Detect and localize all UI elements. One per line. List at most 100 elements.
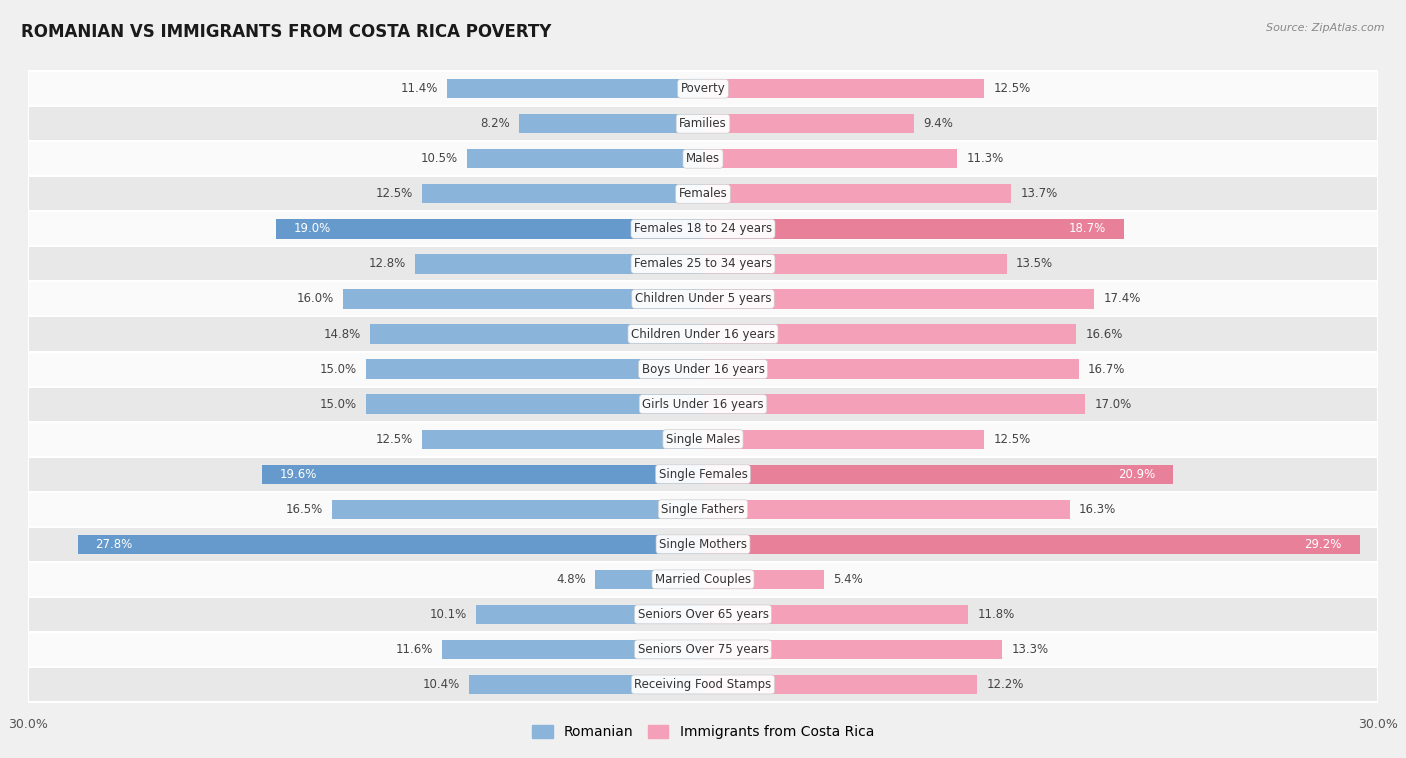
Text: 10.1%: 10.1%	[430, 608, 467, 621]
Bar	[703, 79, 984, 99]
Text: 20.9%: 20.9%	[1118, 468, 1156, 481]
Bar	[475, 605, 703, 624]
Bar	[703, 254, 1007, 274]
Text: 16.5%: 16.5%	[285, 503, 323, 515]
Text: Children Under 16 years: Children Under 16 years	[631, 327, 775, 340]
Text: 16.7%: 16.7%	[1088, 362, 1125, 375]
Bar	[77, 534, 703, 554]
Text: ROMANIAN VS IMMIGRANTS FROM COSTA RICA POVERTY: ROMANIAN VS IMMIGRANTS FROM COSTA RICA P…	[21, 23, 551, 41]
Text: Seniors Over 65 years: Seniors Over 65 years	[637, 608, 769, 621]
Bar	[470, 675, 703, 694]
Bar	[343, 290, 703, 309]
Text: 10.4%: 10.4%	[423, 678, 460, 691]
Bar	[703, 324, 1077, 343]
Text: 8.2%: 8.2%	[479, 117, 509, 130]
Text: Single Fathers: Single Fathers	[661, 503, 745, 515]
Text: Females: Females	[679, 187, 727, 200]
Text: Boys Under 16 years: Boys Under 16 years	[641, 362, 765, 375]
Bar	[28, 281, 1378, 317]
Bar	[28, 141, 1378, 177]
Text: 19.6%: 19.6%	[280, 468, 318, 481]
Bar	[28, 667, 1378, 702]
Text: Families: Families	[679, 117, 727, 130]
Text: 12.5%: 12.5%	[993, 433, 1031, 446]
Text: 13.7%: 13.7%	[1021, 187, 1057, 200]
Bar	[703, 114, 914, 133]
Text: 12.8%: 12.8%	[368, 258, 406, 271]
Text: 13.5%: 13.5%	[1015, 258, 1053, 271]
Bar	[28, 352, 1378, 387]
Text: Females 18 to 24 years: Females 18 to 24 years	[634, 222, 772, 236]
Bar	[703, 534, 1360, 554]
Text: 17.0%: 17.0%	[1094, 398, 1132, 411]
Text: Single Females: Single Females	[658, 468, 748, 481]
Text: 9.4%: 9.4%	[924, 117, 953, 130]
Text: 12.2%: 12.2%	[987, 678, 1024, 691]
Text: 11.8%: 11.8%	[977, 608, 1015, 621]
Bar	[28, 106, 1378, 141]
Bar	[332, 500, 703, 519]
Bar	[703, 430, 984, 449]
Text: 10.5%: 10.5%	[420, 152, 458, 165]
Text: 15.0%: 15.0%	[319, 362, 357, 375]
Bar	[703, 500, 1070, 519]
Bar	[703, 219, 1123, 239]
Bar	[28, 177, 1378, 211]
Text: 14.8%: 14.8%	[323, 327, 361, 340]
Text: Source: ZipAtlas.com: Source: ZipAtlas.com	[1267, 23, 1385, 33]
Bar	[28, 492, 1378, 527]
Bar	[703, 149, 957, 168]
Text: Seniors Over 75 years: Seniors Over 75 years	[637, 643, 769, 656]
Bar	[366, 394, 703, 414]
Text: Females 25 to 34 years: Females 25 to 34 years	[634, 258, 772, 271]
Text: 13.3%: 13.3%	[1011, 643, 1049, 656]
Bar	[28, 562, 1378, 597]
Bar	[28, 317, 1378, 352]
Bar	[703, 184, 1011, 203]
Bar	[28, 211, 1378, 246]
Bar	[28, 632, 1378, 667]
Legend: Romanian, Immigrants from Costa Rica: Romanian, Immigrants from Costa Rica	[527, 719, 879, 744]
Text: Single Mothers: Single Mothers	[659, 537, 747, 551]
Text: Children Under 5 years: Children Under 5 years	[634, 293, 772, 305]
Text: 16.3%: 16.3%	[1078, 503, 1116, 515]
Bar	[422, 184, 703, 203]
Text: Poverty: Poverty	[681, 82, 725, 96]
Bar	[28, 527, 1378, 562]
Text: Married Couples: Married Couples	[655, 573, 751, 586]
Bar	[28, 71, 1378, 106]
Text: 4.8%: 4.8%	[557, 573, 586, 586]
Bar	[595, 570, 703, 589]
Bar	[467, 149, 703, 168]
Text: 11.4%: 11.4%	[401, 82, 437, 96]
Text: 17.4%: 17.4%	[1104, 293, 1140, 305]
Bar	[262, 465, 703, 484]
Bar	[28, 421, 1378, 456]
Bar	[703, 290, 1094, 309]
Text: 12.5%: 12.5%	[375, 433, 413, 446]
Bar	[28, 597, 1378, 632]
Bar	[703, 640, 1002, 659]
Text: 16.6%: 16.6%	[1085, 327, 1123, 340]
Bar	[28, 246, 1378, 281]
Bar	[415, 254, 703, 274]
Text: 5.4%: 5.4%	[834, 573, 863, 586]
Bar	[703, 570, 824, 589]
Bar	[703, 675, 977, 694]
Bar	[28, 387, 1378, 421]
Text: 27.8%: 27.8%	[96, 537, 132, 551]
Text: 18.7%: 18.7%	[1069, 222, 1105, 236]
Text: Receiving Food Stamps: Receiving Food Stamps	[634, 678, 772, 691]
Text: Girls Under 16 years: Girls Under 16 years	[643, 398, 763, 411]
Text: 15.0%: 15.0%	[319, 398, 357, 411]
Bar	[703, 605, 969, 624]
Bar	[366, 359, 703, 379]
Text: 16.0%: 16.0%	[297, 293, 335, 305]
Bar	[703, 359, 1078, 379]
Bar	[519, 114, 703, 133]
Text: 11.6%: 11.6%	[395, 643, 433, 656]
Bar	[703, 394, 1085, 414]
Text: 12.5%: 12.5%	[375, 187, 413, 200]
Text: Single Males: Single Males	[666, 433, 740, 446]
Bar	[703, 465, 1173, 484]
